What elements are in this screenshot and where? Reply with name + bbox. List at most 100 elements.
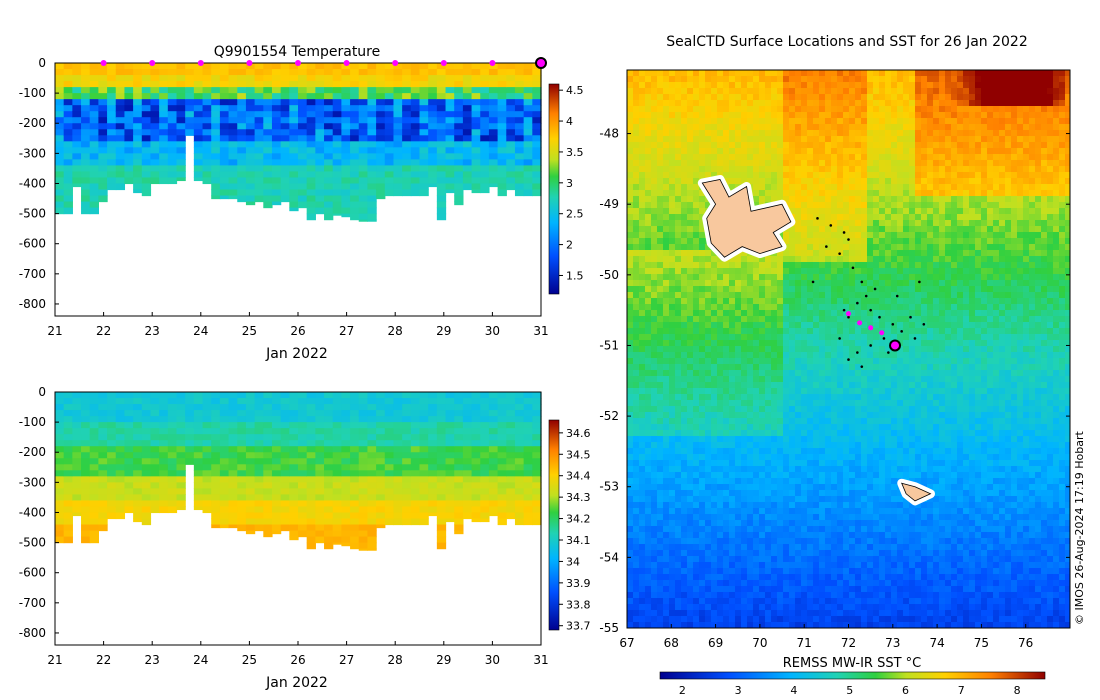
- section-cell: [289, 416, 299, 423]
- section-cell: [254, 123, 264, 130]
- section-cell: [237, 183, 247, 191]
- sst-cell: [909, 154, 916, 161]
- section-cell: [254, 488, 264, 495]
- section-cell: [532, 518, 542, 526]
- section-cell: [410, 63, 421, 70]
- sst-cell: [651, 214, 658, 221]
- sst-cell: [741, 94, 748, 101]
- sst-cell: [963, 88, 970, 95]
- section-cell: [488, 494, 499, 502]
- section-cell: [107, 129, 117, 136]
- sst-cell: [945, 238, 952, 245]
- sst-cell: [663, 166, 670, 173]
- section-cell: [133, 93, 143, 100]
- sst-cell: [939, 112, 946, 119]
- sst-cell: [675, 196, 682, 203]
- section-cell: [159, 440, 169, 447]
- sst-cell: [795, 112, 802, 119]
- sst-cell: [807, 100, 814, 107]
- sst-cell: [843, 244, 850, 251]
- sst-cell: [663, 94, 670, 101]
- sst-cell: [813, 100, 820, 107]
- sst-cell: [723, 130, 730, 137]
- sst-cell: [1059, 190, 1066, 197]
- section-cell: [107, 111, 117, 118]
- sst-cell: [903, 160, 910, 167]
- section-cell: [115, 392, 126, 399]
- sst-cell: [843, 196, 850, 203]
- section-cell: [306, 69, 316, 76]
- section-cell: [245, 398, 256, 405]
- sst-cell: [663, 238, 670, 245]
- section-cell: [332, 99, 342, 106]
- sst-cell: [897, 166, 904, 173]
- sst-cell: [765, 178, 772, 185]
- section-cell: [367, 392, 377, 399]
- temperature-colorbar-ticks: 4.543.532.521.5: [559, 84, 584, 282]
- section-cell: [514, 404, 525, 411]
- section-cell: [315, 135, 325, 142]
- section-cell: [211, 440, 221, 447]
- section-cell: [185, 434, 195, 441]
- sst-cell: [777, 76, 784, 83]
- section-cell: [254, 171, 264, 179]
- section-cell: [350, 213, 360, 221]
- section-cell: [341, 69, 351, 76]
- section-cell: [480, 470, 490, 477]
- section-cell: [324, 111, 334, 118]
- sst-cell: [885, 142, 892, 149]
- section-cell: [497, 506, 507, 514]
- sst-cell: [1005, 100, 1012, 107]
- sst-cell: [663, 178, 670, 185]
- section-cell: [63, 500, 73, 508]
- sst-cell: [813, 88, 820, 95]
- sst-cell: [729, 142, 736, 149]
- sst-cell: [879, 100, 886, 107]
- section-cell: [350, 105, 360, 112]
- sst-cell: [927, 250, 934, 257]
- section-cell: [167, 153, 178, 160]
- sst-cell: [939, 130, 946, 137]
- sst-cell: [1065, 88, 1070, 95]
- section-cell: [480, 141, 490, 148]
- section-cell: [115, 506, 126, 514]
- section-cell: [280, 398, 290, 405]
- section-cell: [280, 494, 290, 502]
- section-cell: [228, 105, 238, 112]
- section-cell: [245, 63, 256, 70]
- section-cell: [350, 410, 360, 417]
- section-cell: [419, 153, 429, 160]
- sst-cell: [699, 250, 706, 257]
- section-cell: [219, 177, 230, 185]
- sst-cell: [987, 202, 994, 209]
- sst-cell: [969, 70, 976, 77]
- colorbar-tick-label: 34: [566, 555, 580, 568]
- sst-cell: [759, 76, 766, 83]
- sst-cell: [675, 166, 682, 173]
- section-cell: [341, 99, 351, 106]
- section-cell: [532, 440, 542, 447]
- x-tick-label: 22: [96, 324, 111, 338]
- section-cell: [376, 470, 386, 477]
- section-cell: [81, 93, 91, 100]
- sst-cell: [951, 190, 958, 197]
- section-cell: [63, 428, 73, 435]
- sst-cell: [795, 82, 802, 89]
- section-cell: [350, 147, 360, 154]
- section-cell: [193, 141, 204, 148]
- section-cell: [237, 93, 247, 100]
- sst-cell: [999, 184, 1006, 191]
- sst-cell: [627, 184, 634, 191]
- section-cell: [532, 87, 542, 94]
- section-cell: [306, 165, 316, 173]
- section-cell: [532, 189, 542, 197]
- sst-cell: [891, 94, 898, 101]
- section-cell: [124, 482, 134, 489]
- section-cell: [341, 195, 351, 203]
- sst-cell: [681, 202, 688, 209]
- section-cell: [211, 524, 221, 529]
- section-cell: [376, 446, 386, 453]
- sst-cell: [987, 220, 994, 227]
- sst-cell: [861, 76, 868, 83]
- section-cell: [306, 213, 316, 221]
